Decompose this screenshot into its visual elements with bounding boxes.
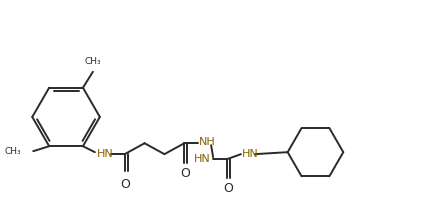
Text: O: O: [121, 178, 131, 191]
Text: CH₃: CH₃: [5, 147, 21, 156]
Text: HN: HN: [242, 149, 259, 159]
Text: NH: NH: [199, 137, 216, 147]
Text: O: O: [223, 182, 233, 195]
Text: O: O: [180, 167, 190, 180]
Text: HN: HN: [97, 149, 114, 159]
Text: HN: HN: [194, 154, 210, 164]
Text: CH₃: CH₃: [84, 57, 101, 66]
